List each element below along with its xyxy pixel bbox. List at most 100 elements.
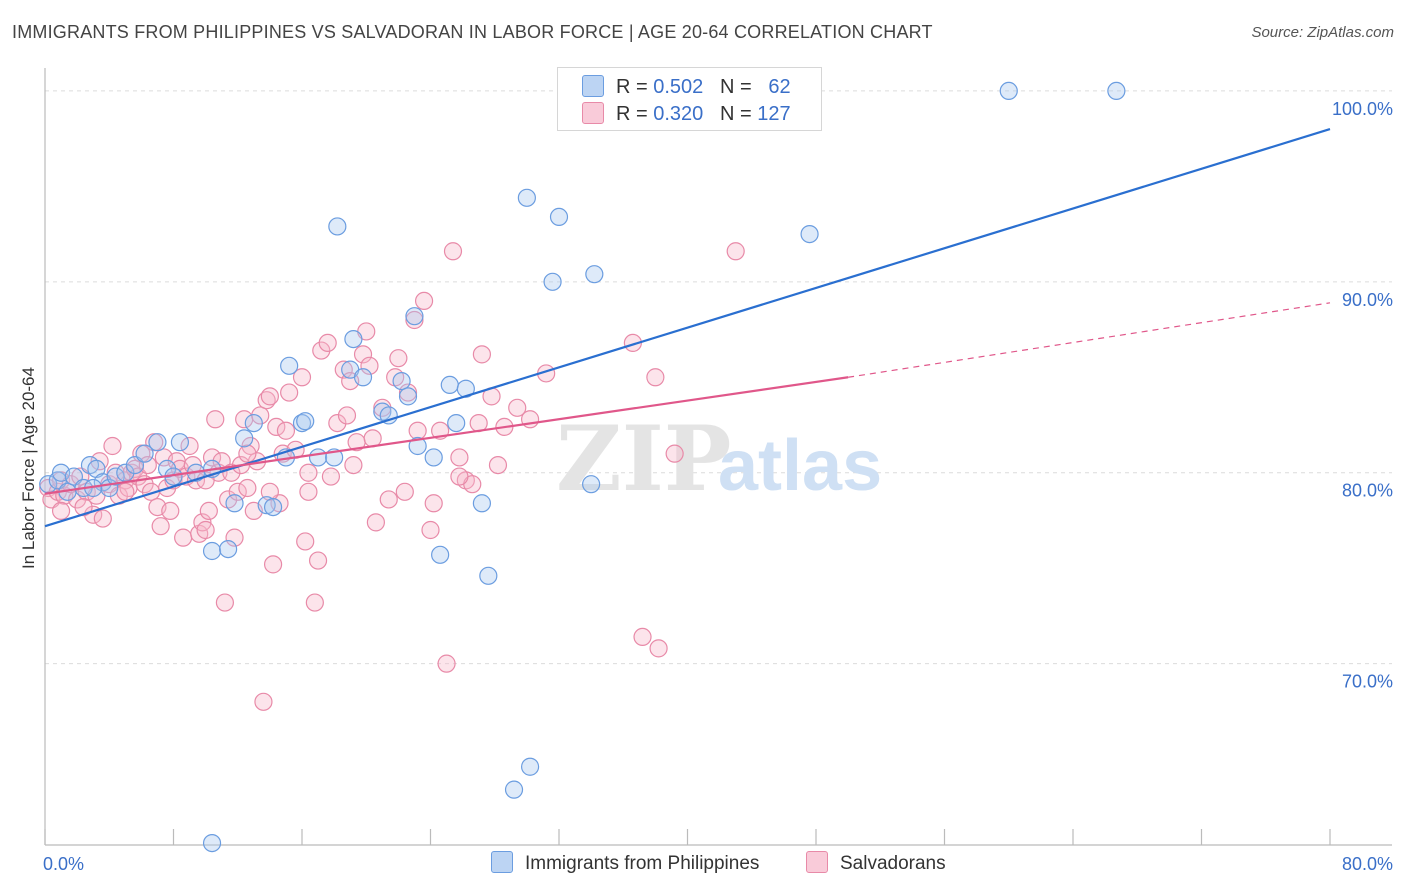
philippines-point — [308, 448, 328, 467]
bottom-legend-label: Salvadorans — [840, 853, 946, 874]
legend-n-value: 127 — [757, 103, 791, 125]
salvadoran-point — [450, 467, 469, 486]
x-tick-label: 0.0% — [43, 854, 84, 874]
salvadoran-point — [305, 593, 324, 612]
salvadoran-point — [508, 398, 527, 417]
salvadoran-point — [726, 242, 745, 261]
philippines-point — [244, 413, 263, 433]
philippines-point — [263, 497, 283, 517]
salvadoran-point — [646, 368, 665, 387]
legend-n-value: 62 — [768, 76, 791, 98]
legend-n-label: N = — [719, 76, 752, 98]
salvadoran-point — [649, 639, 668, 658]
salvadoran-point — [238, 478, 257, 498]
salvadoran-point — [296, 532, 315, 551]
salvadoran-point — [116, 482, 135, 501]
salvadoran-point — [103, 436, 122, 456]
y-tick-label: 80.0% — [1342, 481, 1393, 501]
salvadoran-point — [161, 501, 180, 521]
legend-r-value: 0.502 — [653, 76, 704, 98]
source-label: Source: ZipAtlas.com — [1251, 24, 1394, 41]
salvadoran-point — [68, 490, 87, 509]
salvadoran-point — [398, 383, 418, 402]
salvadoran-point — [424, 494, 443, 513]
salvadoran-point — [360, 356, 379, 375]
salvadoran-point — [254, 692, 273, 711]
salvadoran-point — [196, 520, 215, 540]
philippines-point — [543, 272, 562, 291]
salvadoran-point — [334, 360, 353, 379]
salvadoran-point — [328, 413, 347, 433]
salvadoran-point — [280, 383, 299, 402]
salvadoran-point — [260, 482, 279, 501]
salvadoran-point — [238, 444, 257, 463]
philippines-point — [219, 539, 238, 559]
philippines-point — [280, 356, 299, 375]
salvadoran-point — [151, 517, 170, 536]
philippines-point — [135, 444, 154, 463]
salvadoran-point — [437, 654, 456, 673]
legend-row-philippines: R = 0.502 N = 62 — [582, 74, 791, 100]
philippines-point — [440, 375, 459, 395]
y-tick-label: 100.0% — [1332, 99, 1393, 119]
legend-r-label: R = — [616, 103, 648, 125]
y-tick-label: 90.0% — [1342, 290, 1393, 310]
tick-labels: 100.0% 90.0% 80.0% 70.0% 0.0% 80.0% — [43, 99, 1393, 874]
y-tick-label: 70.0% — [1342, 672, 1393, 692]
philippines-point — [202, 833, 222, 853]
salvadoran-point — [180, 436, 199, 456]
salvadoran-point — [408, 421, 427, 440]
philippines-point — [447, 413, 466, 433]
salvadoran-point — [215, 593, 234, 612]
salvadoran-point — [366, 513, 385, 532]
salvadoran-point — [51, 501, 71, 521]
salvadoran-point — [199, 501, 218, 521]
salvadoran-point — [443, 242, 463, 261]
salvadoran-point — [225, 528, 244, 547]
salvadoran-point — [74, 497, 93, 517]
legend-swatch-blue — [582, 75, 604, 97]
legend-swatch-pink — [582, 102, 604, 124]
legend-r-value: 0.320 — [653, 103, 704, 125]
legend-row-salvadorans: R = 0.320 N = 127 — [582, 101, 791, 127]
correlation-legend: R = 0.502 N = 62 R = 0.320 N = 127 — [557, 67, 822, 131]
x-tick-label: 80.0% — [1342, 854, 1393, 874]
salvadoran-point — [344, 455, 363, 475]
salvadoran-point — [379, 490, 398, 509]
salvadoran-point — [263, 555, 283, 574]
philippines-point — [398, 387, 418, 406]
salvadoran-point — [353, 345, 373, 364]
philippines-point — [344, 329, 363, 349]
philippines-point — [157, 459, 177, 479]
salvadoran-point — [138, 455, 157, 475]
bottom-legend-label: Immigrants from Philippines — [525, 853, 760, 874]
philippines-point — [405, 307, 424, 326]
salvadoran-point — [389, 349, 408, 368]
salvadoran-point — [292, 368, 312, 387]
watermark-atlas: atlas — [718, 426, 882, 506]
salvadoran-point — [312, 341, 331, 360]
philippines-point — [585, 265, 604, 284]
salvadoran-point — [633, 627, 652, 647]
salvadoran-point — [472, 345, 491, 364]
philippines-point — [225, 494, 244, 513]
philippines-point — [472, 494, 491, 513]
bottom-legend-swatch-blue — [491, 851, 513, 873]
salvadoran-point — [206, 410, 225, 429]
chart-title: IMMIGRANTS FROM PHILIPPINES VS SALVADORA… — [12, 22, 933, 42]
salvadoran-point — [174, 528, 193, 547]
salvadoran-trend-extension — [848, 302, 1331, 378]
philippines-trend-line — [44, 128, 1331, 528]
watermark: ZIP atlas — [556, 406, 882, 512]
philippines-point — [431, 545, 450, 564]
salvadoran-point — [373, 398, 392, 417]
philippines-point — [582, 475, 601, 494]
philippines-point — [479, 566, 498, 585]
philippines-point — [408, 436, 427, 456]
salvadoran-point — [260, 387, 279, 406]
philippines-point — [106, 467, 125, 486]
salvadoran-point — [337, 406, 357, 425]
salvadoran-point — [299, 463, 318, 482]
trend-lines — [44, 128, 1331, 528]
